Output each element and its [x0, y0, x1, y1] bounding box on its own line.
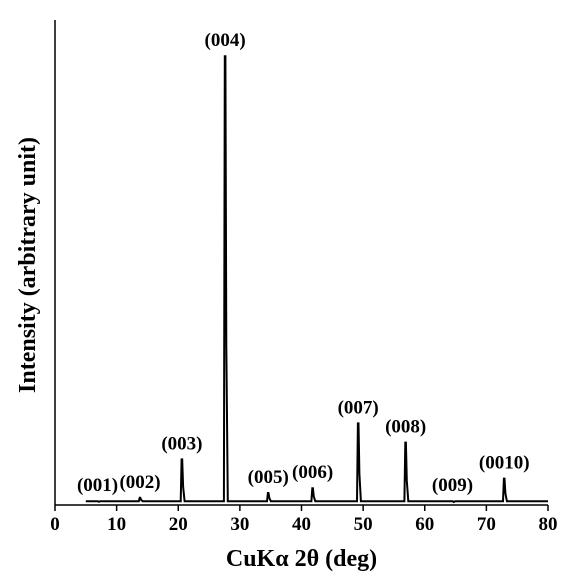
x-tick-label: 30: [230, 514, 249, 535]
peak-label: (0010): [479, 453, 530, 474]
peak-label: (003): [161, 433, 202, 454]
x-tick-label: 50: [354, 514, 373, 535]
peak-label: (005): [248, 467, 289, 488]
x-tick-label: 0: [50, 514, 60, 535]
x-tick-label: 20: [169, 514, 188, 535]
y-axis-title: Intensity (arbitrary unit): [15, 137, 41, 393]
x-tick-label: 10: [107, 514, 126, 535]
peak-label: (006): [292, 462, 333, 483]
x-axis-title: CuKα 2θ (deg): [226, 546, 377, 572]
peak-label: (002): [119, 472, 160, 493]
x-tick-label: 40: [292, 514, 311, 535]
peak-label: (008): [385, 417, 426, 438]
peak-labels: (001) (002)(003) (004) (005) (006) (007) (008)…: [77, 30, 530, 496]
peak-label: (001): [77, 475, 118, 496]
x-tick-label: 60: [415, 514, 434, 535]
plot-area: [54, 20, 548, 506]
x-axis: 0 10 20 30 40 50 60 70 80: [50, 505, 558, 535]
x-tick-label: 70: [477, 514, 496, 535]
peak-label: (004): [205, 30, 246, 51]
peak-label: (009): [432, 475, 473, 496]
peak-label: (007): [338, 397, 379, 418]
diffraction-pattern-line: [85, 55, 548, 504]
x-tick-label: 80: [539, 514, 558, 535]
